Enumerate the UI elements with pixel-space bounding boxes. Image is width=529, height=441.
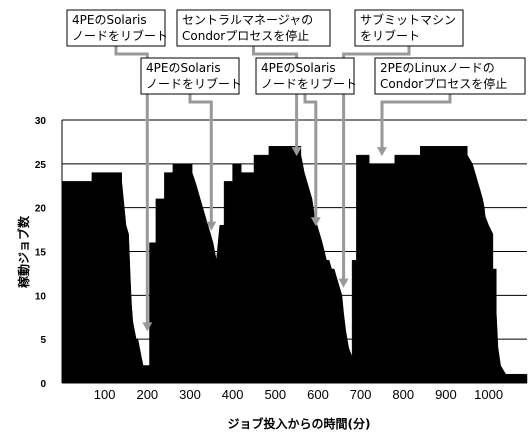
annotation-text: Condorプロセスを停止 bbox=[380, 76, 507, 91]
y-axis-title: 稼動ジョブ数 bbox=[16, 215, 31, 288]
series-area-0 bbox=[61, 146, 528, 384]
annotation-box bbox=[176, 9, 331, 47]
annotation-box bbox=[66, 9, 166, 47]
x-tick-label: 100 bbox=[94, 387, 116, 402]
x-axis-title: ジョブ投入からの時間(分) bbox=[228, 416, 371, 431]
y-tick-label: 0 bbox=[40, 379, 46, 390]
annotation-arrow-line bbox=[342, 46, 411, 280]
annotation-arrows bbox=[114, 46, 452, 332]
x-tick-label: 400 bbox=[222, 387, 244, 402]
annotation-text: 4PEのSolaris bbox=[72, 13, 147, 27]
y-tick-label: 25 bbox=[35, 160, 47, 171]
y-tick-label: 30 bbox=[35, 116, 47, 127]
y-tick-label: 20 bbox=[35, 204, 47, 215]
annotation-text: サブミットマシン bbox=[360, 12, 456, 27]
x-tick-label: 900 bbox=[435, 387, 457, 402]
annotation-box bbox=[140, 57, 240, 95]
annotation-arrow-head bbox=[310, 217, 321, 227]
annotation-arrow-head bbox=[142, 322, 153, 332]
annotation-text: をリブート bbox=[360, 28, 420, 43]
annotation-text: ノードをリブート bbox=[146, 76, 242, 91]
annotation-text: Condorプロセスを停止 bbox=[182, 28, 309, 43]
annotation-text: 4PEのSolaris bbox=[261, 61, 336, 75]
annotation-arrow-line bbox=[303, 94, 318, 219]
data-area-layer bbox=[61, 146, 528, 384]
annotation-text: ノードをリブート bbox=[72, 28, 168, 43]
y-tick-label: 15 bbox=[35, 248, 47, 259]
x-tick-label: 700 bbox=[350, 387, 372, 402]
annotation-arrow-line bbox=[188, 94, 213, 223]
annotation-callouts: 4PEのSolarisノードをリブート4PEのSolarisノードをリブートセン… bbox=[66, 9, 526, 95]
annotation-box bbox=[354, 9, 464, 47]
annotation-text: セントラルマネージャの bbox=[182, 13, 313, 27]
annotation-arrow-line bbox=[114, 46, 149, 324]
annotation-text: ノードをリブート bbox=[261, 76, 357, 91]
x-tick-label: 600 bbox=[307, 387, 329, 402]
annotation-text: 4PEのSolaris bbox=[146, 61, 221, 75]
annotation-arrow-head bbox=[376, 147, 387, 157]
annotation-box bbox=[255, 57, 355, 95]
annotation-text: 2PEのLinuxノードの bbox=[380, 61, 495, 75]
x-tick-label: 500 bbox=[264, 387, 286, 402]
x-tick-label: 800 bbox=[392, 387, 414, 402]
annotation-arrow-head bbox=[338, 278, 349, 288]
annotation-arrow-head bbox=[291, 147, 302, 157]
annotation-box bbox=[374, 57, 526, 95]
y-tick-labels: 0 5 10 15 20 25 30 bbox=[35, 116, 47, 390]
annotation-arrow-line bbox=[252, 46, 299, 149]
y-tick-label: 10 bbox=[35, 291, 47, 302]
axes bbox=[61, 120, 527, 384]
x-tick-label: 300 bbox=[179, 387, 201, 402]
x-tick-labels: 100 200 300 400 500 600 700 800 900 1000 bbox=[94, 387, 503, 402]
annotation-arrow-line bbox=[380, 94, 452, 149]
annotation-arrow-head bbox=[206, 221, 217, 231]
x-tick-label: 200 bbox=[136, 387, 158, 402]
x-tick-label: 1000 bbox=[474, 387, 503, 402]
y-tick-label: 5 bbox=[40, 335, 46, 346]
